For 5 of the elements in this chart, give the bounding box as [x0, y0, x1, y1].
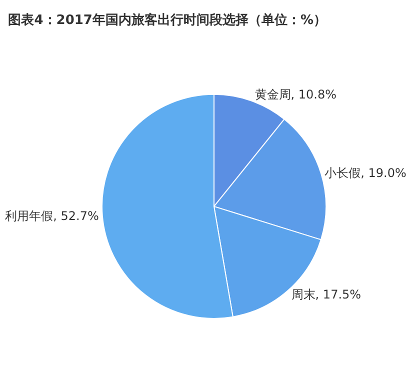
slice-label: 利用年假, 52.7%	[5, 208, 99, 223]
slice-label: 周末, 17.5%	[291, 288, 362, 302]
chart-title: 图表4：2017年国内旅客出行时间段选择（单位：%）	[8, 12, 327, 28]
slice-label: 黄金周, 10.8%	[254, 88, 337, 102]
slice-label: 小长假, 19.0%	[324, 166, 406, 180]
